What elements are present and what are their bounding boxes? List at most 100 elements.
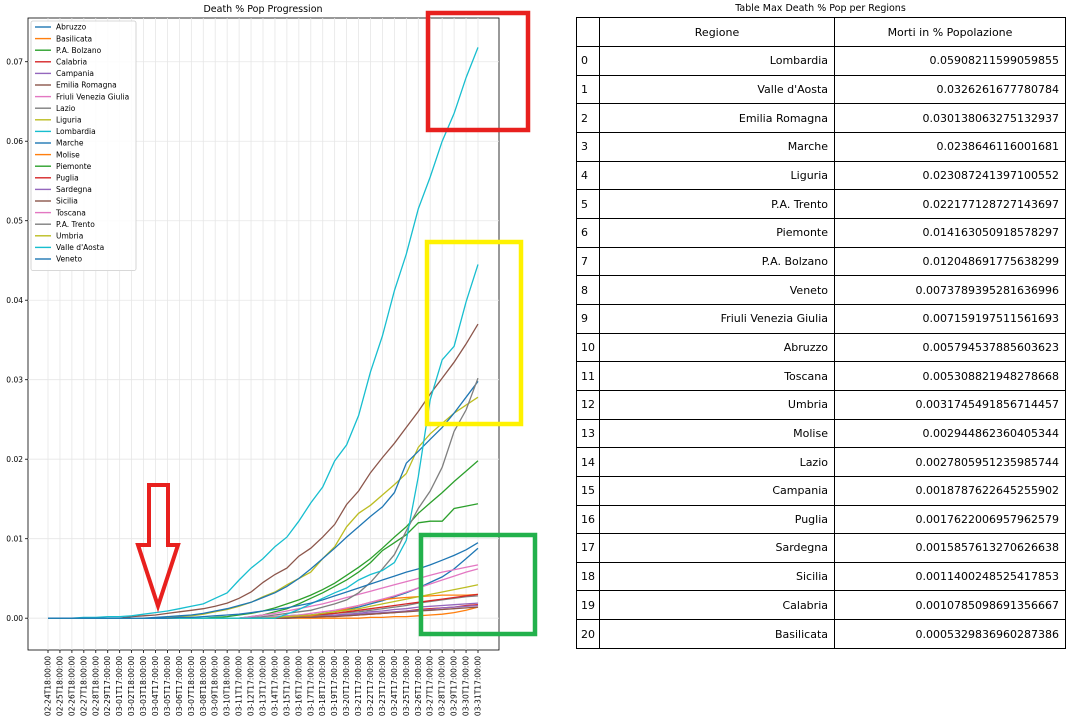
x-tick-label: 03-13T17:00:00: [259, 656, 268, 716]
x-tick-label: 03-18T17:00:00: [318, 656, 327, 716]
table-cell-value: 0.0010785098691356667: [834, 590, 1066, 621]
legend-label: Lazio: [56, 104, 76, 113]
y-tick-label: 0.05: [6, 217, 23, 226]
table-cell-index: 12: [576, 389, 600, 420]
red-highlight-box: [425, 10, 531, 133]
y-tick-label: 0.01: [6, 535, 23, 544]
table-cell-value: 0.0005329836960287386: [834, 619, 1066, 649]
table-row: 20 Basilicata 0.0005329836960287386: [576, 619, 1066, 649]
yellow-highlight-box: [424, 239, 524, 427]
table-row: 18 Sicilia 0.0011400248525417853: [576, 561, 1066, 592]
x-tick-label: 03-23T17:00:00: [378, 656, 387, 716]
table-cell-region: Lazio: [599, 447, 835, 477]
y-axis: 0.00 0.01 0.02 0.03 0.04 0.05 0.06 0.07: [6, 58, 28, 623]
legend-label: P.A. Bolzano: [56, 46, 102, 55]
table-cell-value: 0.0018787622645255902: [834, 475, 1066, 506]
table-cell-region: Sicilia: [599, 561, 835, 592]
x-tick-label: 03-29T17:00:00: [450, 656, 459, 716]
table-row: 8 Veneto 0.0073789395281636996: [576, 275, 1066, 305]
x-tick-label: 03-07T18:00:00: [187, 656, 196, 716]
table-header-value: Morti in % Popolazione: [834, 17, 1066, 47]
x-tick-label: 03-22T17:00:00: [366, 656, 375, 716]
x-axis: 02-24T18:00:00 02-25T18:00:00 02-26T18:00:…: [44, 650, 483, 716]
table-cell-region: Emilia Romagna: [599, 103, 835, 133]
legend-label: Emilia Romagna: [56, 81, 117, 90]
table-cell-region: Puglia: [599, 504, 835, 535]
legend-label: Marche: [56, 139, 84, 148]
legend-label: Friuli Venezia Giulia: [56, 92, 129, 101]
table-cell-region: Abruzzo: [599, 332, 835, 363]
table-row: 17 Sardegna 0.0015857613270626638: [576, 533, 1066, 563]
table-cell-region: Marche: [599, 131, 835, 162]
legend-label: P.A. Trento: [56, 220, 95, 229]
table-cell-index: 8: [576, 275, 600, 305]
legend-label: Campania: [56, 69, 94, 78]
x-tick-label: 03-06T17:00:00: [175, 656, 184, 716]
y-tick-label: 0.04: [6, 296, 23, 305]
table-cell-index: 17: [576, 533, 600, 563]
legend-label: Sicilia: [56, 197, 78, 206]
table-header-region: Regione: [599, 17, 835, 47]
x-tick-label: 03-12T17:00:00: [247, 656, 256, 716]
table-cell-index: 13: [576, 418, 600, 449]
table-cell-index: 5: [576, 189, 600, 219]
x-tick-label: 03-15T17:00:00: [282, 656, 291, 716]
table-cell-region: Valle d'Aosta: [599, 74, 835, 105]
table-cell-region: Basilicata: [599, 619, 835, 649]
y-tick-label: 0.00: [6, 614, 23, 623]
x-tick-label: 03-31T17:00:00: [474, 656, 483, 716]
table-cell-index: 4: [576, 160, 600, 191]
table-cell-index: 16: [576, 504, 600, 535]
table-cell-region: Piemonte: [599, 217, 835, 248]
annotations: [135, 10, 538, 637]
x-tick-label: 03-10T18:00:00: [223, 656, 232, 716]
legend: Abruzzo Basilicata P.A. Bolzano Calabria Cam…: [30, 20, 137, 272]
y-tick-label: 0.07: [6, 58, 23, 67]
legend-label: Puglia: [56, 174, 79, 183]
table-cell-index: 11: [576, 361, 600, 391]
x-tick-label: 03-02T18:00:00: [127, 656, 136, 716]
table-row: 12 Umbria 0.0031745491856714457: [576, 389, 1066, 420]
x-tick-label: 03-11T17:00:00: [235, 656, 244, 716]
grid: [28, 18, 499, 650]
table-cell-index: 1: [576, 74, 600, 105]
table-cell-region: Liguria: [599, 160, 835, 191]
x-tick-label: 03-03T18:00:00: [139, 656, 148, 716]
x-tick-label: 03-01T17:00:00: [115, 656, 124, 716]
table-row: 3 Marche 0.0238646116001681: [576, 131, 1066, 162]
table-cell-value: 0.022177128727143697: [834, 189, 1066, 219]
legend-label: Lombardia: [56, 127, 96, 136]
x-tick-label: 02-24T18:00:00: [44, 656, 53, 716]
table-cell-region: Umbria: [599, 389, 835, 420]
chart-title: Death % Pop Progression: [203, 4, 322, 15]
y-tick-label: 0.06: [6, 137, 23, 146]
table-row: 13 Molise 0.002944862360405344: [576, 418, 1066, 449]
x-tick-label: 03-04T17:00:00: [151, 656, 160, 716]
table-header-index: [576, 17, 600, 47]
table-cell-index: 3: [576, 131, 600, 162]
legend-label: Veneto: [56, 255, 82, 264]
table-cell-region: Lombardia: [599, 46, 835, 76]
table-cell-value: 0.0017622006957962579: [834, 504, 1066, 535]
x-tick-label: 03-30T17:00:00: [462, 656, 471, 716]
table-row: 10 Abruzzo 0.005794537885603623: [576, 332, 1066, 363]
legend-label: Sardegna: [56, 185, 92, 194]
table-title: Table Max Death % Pop per Regions: [735, 3, 906, 14]
x-tick-label: 02-29T17:00:00: [103, 656, 112, 716]
table-cell-region: P.A. Trento: [599, 189, 835, 219]
table-cell-index: 10: [576, 332, 600, 363]
table-cell-index: 6: [576, 217, 600, 248]
series-line-20: [48, 542, 479, 619]
table-row: 0 Lombardia 0.05908211599059855: [576, 46, 1066, 76]
table-row: 1 Valle d'Aosta 0.0326261677780784: [576, 74, 1066, 105]
table-cell-index: 19: [576, 590, 600, 621]
table-cell-region: Veneto: [599, 275, 835, 305]
table-cell-index: 18: [576, 561, 600, 592]
table-cell-value: 0.0015857613270626638: [834, 533, 1066, 563]
x-tick-label: 02-26T18:00:00: [67, 656, 76, 716]
x-tick-label: 03-25T17:00:00: [402, 656, 411, 716]
y-tick-label: 0.03: [6, 376, 23, 385]
table-cell-value: 0.0238646116001681: [834, 131, 1066, 162]
legend-box: [30, 20, 137, 272]
legend-label: Valle d'Aosta: [56, 243, 104, 252]
